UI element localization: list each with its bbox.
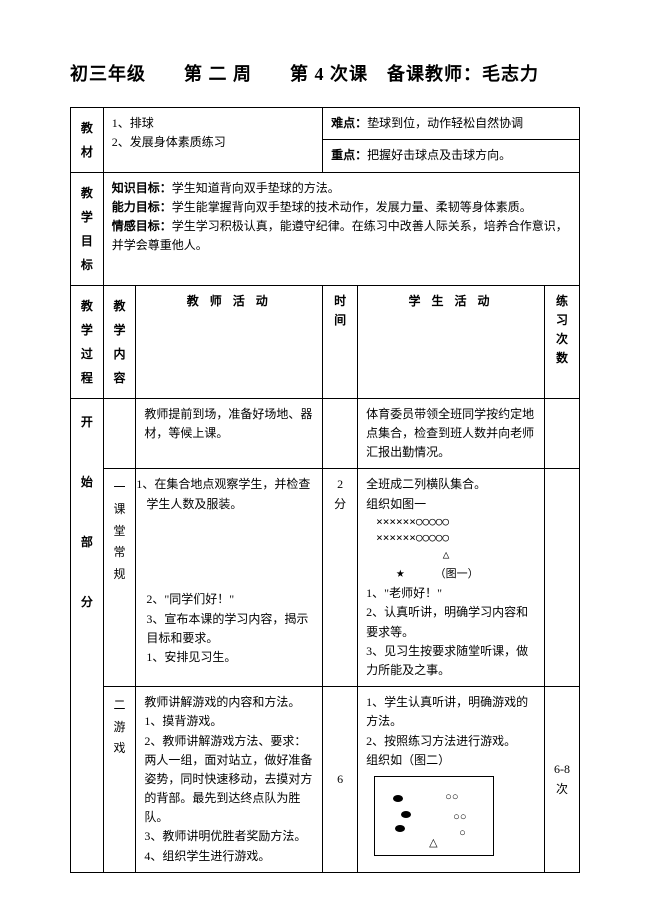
prep-reps [544,398,579,469]
objectives-cell: 知识目标：学生知道背向双手垫球的方法。 能力目标：学生能掌握背向双手垫球的技术动… [103,172,579,285]
game-teacher: 教师讲解游戏的内容和方法。 1、摸背游戏。 2、教师讲解游戏方法、要求：两人一组… [136,687,323,873]
objectives-label: 教学目标 [71,172,104,285]
game-content: 二 游 戏 [103,687,136,873]
student-header: 学 生 活 动 [358,285,545,398]
focus-cell: 重点：把握好击球点及击球方向。 [323,140,580,173]
circle-icon: ○○ [453,809,466,827]
diag-star: ★ [376,565,404,581]
game-time: 6 [323,687,358,873]
emotion-text: 学生学习积极认真，能遵守纪律。在练习中改善人际关系，培养合作意识，并学会尊重他人… [112,219,568,252]
difficulty-label: 难点： [331,116,367,130]
dot-icon [401,811,411,818]
circle-icon: ○ [459,825,466,843]
difficulty-cell: 难点：垫球到位，动作轻松自然协调 [323,107,580,140]
focus-text: 把握好击球点及击球方向。 [367,148,511,162]
routine-content: 一 课 堂 常 规 [103,469,136,687]
knowledge-label: 知识目标： [112,181,172,195]
triangle-icon: △ [429,835,437,853]
diag-line2: ××××××○○○○○ [376,530,536,547]
material-label: 教材 [71,107,104,172]
prep-student: 体育委员带领全班同学按约定地点集合，检查到班人数并向老师汇报出勤情况。 [358,398,545,469]
lesson-plan-table: 教材 1、排球 2、发展身体素质练习 难点：垫球到位，动作轻松自然协调 重点：把… [70,107,580,873]
formation-diagram-1: ××××××○○○○○ ××××××○○○○○ △ ★（图一） [366,514,536,585]
circle-icon: ○○ [445,789,458,807]
teacher-header: 教 师 活 动 [136,285,323,398]
routine-student: 全班成二列横队集合。 组织如图一 ××××××○○○○○ ××××××○○○○○… [358,469,545,687]
focus-label: 重点： [331,148,367,162]
section-start-label: 开 始 部 分 [71,398,104,872]
prep-time [323,398,358,469]
routine-teacher: 1、在集合地点观察学生，并检查学生人数及服装。 2、"同学们好！" 3、宣布本课… [136,469,323,687]
game-reps: 6-8 次 [544,687,579,873]
emotion-label: 情感目标： [112,219,172,233]
prep-content [103,398,136,469]
content-header: 教学内容 [103,285,136,398]
ability-label: 能力目标： [112,200,172,214]
page-title: 初三年级 第 二 周 第 4 次课 备课教师：毛志力 [70,60,580,89]
routine-student-pre: 全班成二列横队集合。 组织如图一 [366,475,536,513]
material-items: 1、排球 2、发展身体素质练习 [103,107,322,172]
process-header: 教学过程 [71,285,104,398]
knowledge-text: 学生知道背向双手垫球的方法。 [172,181,340,195]
prep-teacher: 教师提前到场，准备好场地、器材，等候上课。 [136,398,323,469]
routine-student-post: 1、"老师好！" 2、认真听讲，明确学习内容和要求等。 3、见习生按要求随堂听课… [366,584,536,680]
routine-reps [544,469,579,687]
difficulty-text: 垫球到位，动作轻松自然协调 [367,116,523,130]
reps-header: 练习次数 [544,285,579,398]
diag-triangle: △ [376,547,536,564]
game-student-text: 1、学生认真听讲，明确游戏的方法。 2、按照练习方法进行游戏。 组织如（图二） [366,693,536,770]
formation-diagram-2: ○○ ○○ ○ △ [374,776,494,856]
diag-caption: （图一） [405,567,479,580]
routine-time: 2 分 [323,469,358,687]
diag-line1: ××××××○○○○○ [376,514,536,531]
dot-icon [393,795,403,802]
time-header: 时间 [323,285,358,398]
ability-text: 学生能掌握背向双手垫球的技术动作，发展力量、柔韧等身体素质。 [172,200,532,214]
dot-icon [395,825,405,832]
game-student: 1、学生认真听讲，明确游戏的方法。 2、按照练习方法进行游戏。 组织如（图二） … [358,687,545,873]
